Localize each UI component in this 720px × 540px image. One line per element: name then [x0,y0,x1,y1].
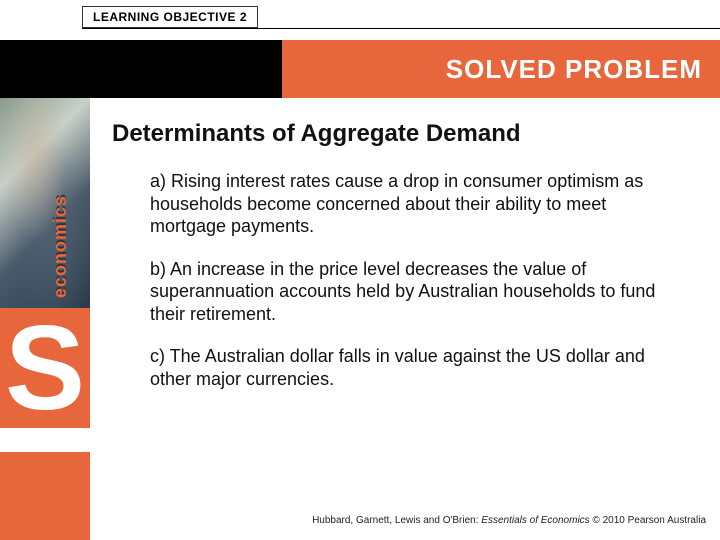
cover-gap [0,428,90,452]
banner-black-block [0,40,282,98]
footer-copyright: © 2010 Pearson Australia [590,515,706,526]
list-item: c) The Australian dollar falls in value … [150,345,680,390]
footer-book-title: Essentials of Economics [481,515,589,526]
footer-citation: Hubbard, Garnett, Lewis and O'Brien: Ess… [312,515,706,526]
list-item: b) An increase in the price level decrea… [150,258,680,326]
list-item: a) Rising interest rates cause a drop in… [150,170,680,238]
page-title: Determinants of Aggregate Demand [112,120,690,148]
cover-color-blocks: S [0,308,90,540]
cover-photo: economics [0,98,90,308]
top-rule [82,28,720,29]
cover-block-1: S [0,308,90,428]
learning-objective-badge: LEARNING OBJECTIVE 2 [82,6,258,28]
solved-problem-banner: SOLVED PROBLEM [0,40,720,98]
cover-letter-1: S [5,320,85,416]
footer-authors: Hubbard, Garnett, Lewis and O'Brien: [312,515,481,526]
banner-label: SOLVED PROBLEM [446,54,702,85]
main-content: Determinants of Aggregate Demand a) Risi… [112,120,690,410]
cover-block-2 [0,452,90,540]
left-cover-strip: economics S [0,98,90,540]
banner-orange-block: SOLVED PROBLEM [282,40,720,98]
cover-vtext-economics: economics [50,195,71,298]
